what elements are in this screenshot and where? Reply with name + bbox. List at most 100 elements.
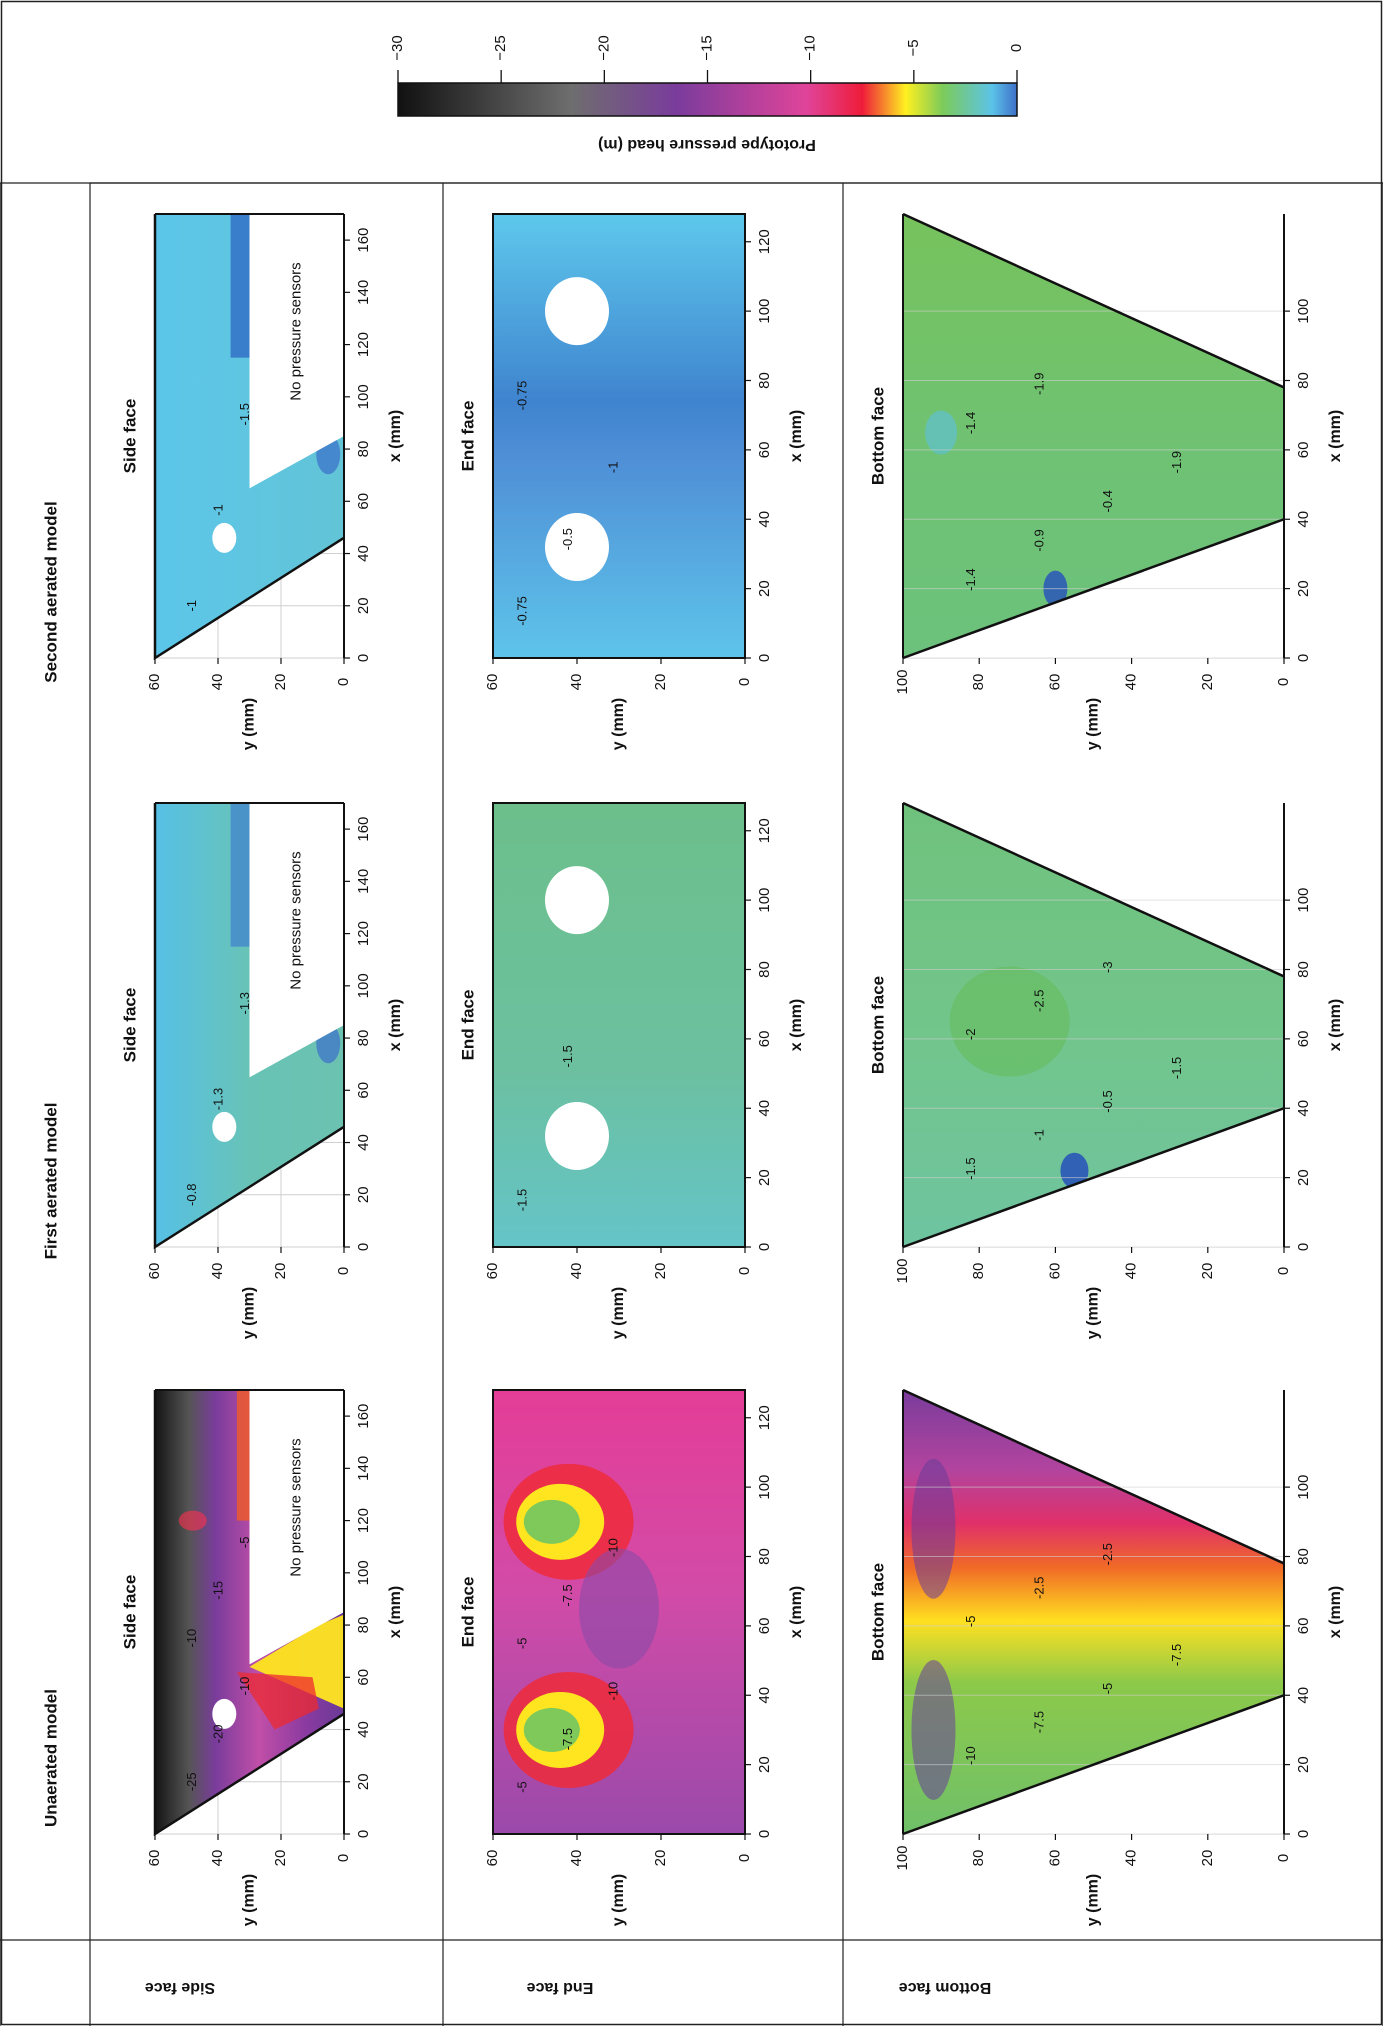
x-tick-label: 0 bbox=[756, 1243, 773, 1251]
contour-label: -1.4 bbox=[963, 412, 978, 434]
axis-frame bbox=[492, 213, 746, 659]
no-sensor-note: No pressure sensors bbox=[288, 1438, 305, 1576]
contour-label: -0.4 bbox=[1100, 490, 1115, 512]
colorbar-tick-label: −15 bbox=[698, 35, 715, 60]
panel-title: End face bbox=[458, 401, 477, 472]
x-axis-title: x (mm) bbox=[387, 999, 404, 1051]
contour-label: -5 bbox=[515, 1781, 530, 1793]
y-tick-label: 40 bbox=[1123, 674, 1140, 691]
heatmap-region bbox=[493, 214, 745, 658]
heatmap-region bbox=[903, 1390, 1284, 1834]
contour-label: -1.5 bbox=[237, 403, 252, 425]
y-tick-label: 40 bbox=[568, 1263, 585, 1280]
contour-label: -7.5 bbox=[1032, 1711, 1047, 1733]
y-tick-label: 20 bbox=[1199, 1263, 1216, 1280]
heatmap-patch bbox=[523, 1707, 580, 1752]
heatmap-patch bbox=[579, 1548, 659, 1669]
contour-label: -5 bbox=[237, 1537, 252, 1549]
contour-label: -1.5 bbox=[560, 1045, 575, 1067]
x-axis-title: x (mm) bbox=[788, 410, 805, 462]
x-tick-label: 60 bbox=[756, 442, 773, 459]
x-tick-label: 120 bbox=[355, 921, 372, 946]
contour-label: -1.9 bbox=[1169, 451, 1184, 473]
contour-label: -25 bbox=[184, 1772, 199, 1791]
aeration-hole bbox=[212, 1698, 237, 1729]
x-tick-label: 100 bbox=[756, 299, 773, 324]
contour-label: -0.75 bbox=[515, 381, 530, 411]
x-tick-label: 120 bbox=[355, 1508, 372, 1533]
heatmap-patch bbox=[911, 1458, 956, 1599]
x-tick-label: 160 bbox=[355, 228, 372, 253]
y-axis-title: y (mm) bbox=[1085, 1287, 1102, 1339]
y-tick-label: 0 bbox=[736, 1854, 753, 1862]
x-tick-label: 80 bbox=[1295, 961, 1312, 978]
x-tick-label: 100 bbox=[355, 384, 372, 409]
x-tick-label: 120 bbox=[756, 229, 773, 254]
contour-label: -10 bbox=[605, 1538, 620, 1557]
x-tick-label: 60 bbox=[1295, 1618, 1312, 1635]
x-tick-label: 160 bbox=[355, 817, 372, 842]
contour-label: -0.75 bbox=[515, 596, 530, 626]
x-tick-label: 20 bbox=[1295, 580, 1312, 597]
column-title: Second aerated model bbox=[41, 501, 60, 682]
y-axis-title: y (mm) bbox=[610, 1287, 627, 1339]
heatmap-patch bbox=[911, 1659, 956, 1800]
y-tick-label: 0 bbox=[1275, 1267, 1292, 1275]
contour-label: -5 bbox=[1100, 1683, 1115, 1695]
contour-label: -1 bbox=[211, 504, 226, 516]
x-axis-title: x (mm) bbox=[387, 410, 404, 462]
x-tick-label: 80 bbox=[1295, 372, 1312, 389]
no-sensor-note: No pressure sensors bbox=[288, 851, 305, 989]
y-tick-label: 20 bbox=[272, 1850, 289, 1867]
y-tick-label: 40 bbox=[568, 674, 585, 691]
contour-label: -1 bbox=[1032, 1129, 1047, 1141]
contour-label: -1 bbox=[605, 462, 620, 474]
panel-title: Side face bbox=[120, 1575, 139, 1650]
contour-label: -0.5 bbox=[560, 528, 575, 550]
y-tick-label: 60 bbox=[146, 1263, 163, 1280]
contour-label: -3 bbox=[1100, 961, 1115, 973]
panel-title: End face bbox=[458, 990, 477, 1061]
contour-label: -10 bbox=[605, 1682, 620, 1701]
x-tick-label: 20 bbox=[756, 580, 773, 597]
axis-frame bbox=[492, 1389, 746, 1835]
aeration-hole bbox=[212, 522, 237, 553]
x-axis-title: x (mm) bbox=[1327, 1586, 1344, 1638]
colorbar-tick-label: −5 bbox=[905, 39, 922, 56]
axis-edge bbox=[902, 801, 1285, 978]
y-tick-label: 40 bbox=[209, 1263, 226, 1280]
colorbar-tick-label: −10 bbox=[802, 35, 819, 60]
x-tick-label: 100 bbox=[1295, 888, 1312, 913]
panel-side: No pressure sensors 0 20 40 60 80 100 120 140 160… bbox=[120, 802, 404, 1339]
contour-label: -15 bbox=[211, 1581, 226, 1600]
y-tick-label: 0 bbox=[335, 1267, 352, 1275]
y-tick-label: 80 bbox=[970, 1263, 987, 1280]
y-tick-label: 60 bbox=[484, 1263, 501, 1280]
x-tick-label: 40 bbox=[756, 511, 773, 528]
x-tick-label: 80 bbox=[1295, 1548, 1312, 1565]
x-tick-label: 0 bbox=[1295, 1243, 1312, 1251]
contour-label: -1.5 bbox=[1169, 1057, 1184, 1079]
y-tick-label: 60 bbox=[146, 1850, 163, 1867]
x-tick-label: 120 bbox=[756, 818, 773, 843]
contour-label: -0.8 bbox=[184, 1184, 199, 1206]
y-tick-label: 40 bbox=[209, 1850, 226, 1867]
y-tick-label: 40 bbox=[1123, 1263, 1140, 1280]
heatmap-patch bbox=[230, 803, 250, 947]
row-label: Side face bbox=[145, 1979, 215, 1996]
axis-edge bbox=[902, 1694, 1285, 1836]
x-tick-label: 100 bbox=[1295, 299, 1312, 324]
x-tick-label: 60 bbox=[355, 1669, 372, 1686]
contour-label: -1.3 bbox=[211, 1088, 226, 1110]
y-tick-label: 20 bbox=[272, 1263, 289, 1280]
x-tick-label: 0 bbox=[355, 1243, 372, 1251]
y-tick-label: 0 bbox=[335, 1854, 352, 1862]
x-tick-label: 20 bbox=[355, 597, 372, 614]
contour-label: -7.5 bbox=[1169, 1644, 1184, 1666]
y-tick-label: 60 bbox=[1046, 674, 1063, 691]
aeration-hole bbox=[545, 277, 609, 346]
x-tick-label: 60 bbox=[1295, 442, 1312, 459]
y-axis-title: y (mm) bbox=[241, 1287, 258, 1339]
x-tick-label: 100 bbox=[756, 888, 773, 913]
